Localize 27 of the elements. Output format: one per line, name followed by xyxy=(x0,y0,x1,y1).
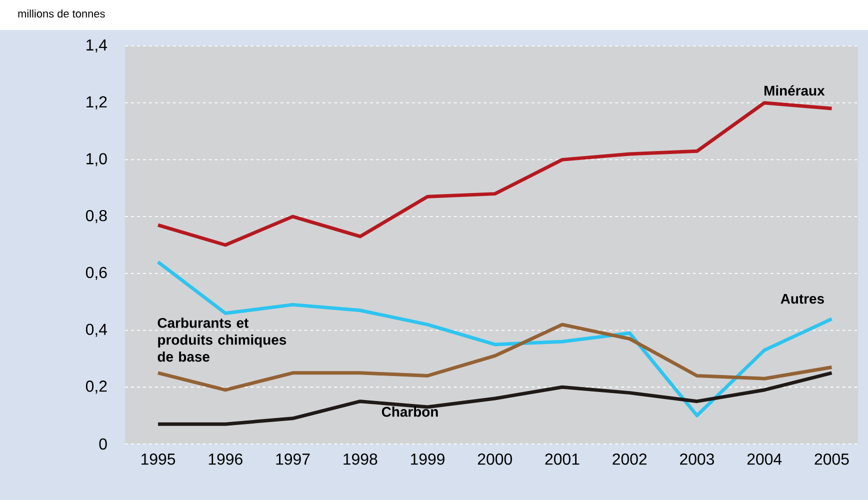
y-axis-title: millions de tonnes xyxy=(18,10,105,18)
y-tick-label: 0,2 xyxy=(86,380,107,394)
x-tick-label: 2004 xyxy=(747,454,782,465)
y-tick-label: 1,2 xyxy=(86,96,107,110)
y-tick-label: 1,4 xyxy=(86,39,108,52)
y-tick-label: 0,8 xyxy=(86,210,107,224)
y-tick-label: 0,4 xyxy=(86,324,108,337)
y-tick-label: 0 xyxy=(99,438,107,450)
x-tick-label: 1996 xyxy=(208,454,242,465)
x-tick-label: 2000 xyxy=(478,454,512,465)
x-tick-label: 2001 xyxy=(545,454,580,465)
x-tick-label: 2002 xyxy=(612,454,647,465)
x-tick-label: 2003 xyxy=(680,454,714,465)
series-label: Carburants et produits chimiques de base xyxy=(158,318,286,362)
line-series xyxy=(156,371,834,426)
series-label: Autres xyxy=(780,294,824,304)
x-tick-label: 1999 xyxy=(410,454,444,465)
x-tick-label: 1997 xyxy=(276,454,310,465)
x-tick-label: 1998 xyxy=(344,454,378,465)
x-tick-label: 1995 xyxy=(142,454,176,465)
x-tick-label: 2005 xyxy=(814,454,849,465)
y-tick-label: 1,0 xyxy=(86,153,107,166)
line-series xyxy=(156,260,834,418)
y-tick-label: 0,6 xyxy=(86,266,107,280)
series-label: Charbon xyxy=(382,406,438,417)
line-series xyxy=(156,101,834,247)
series-label: Minéraux xyxy=(764,85,825,96)
